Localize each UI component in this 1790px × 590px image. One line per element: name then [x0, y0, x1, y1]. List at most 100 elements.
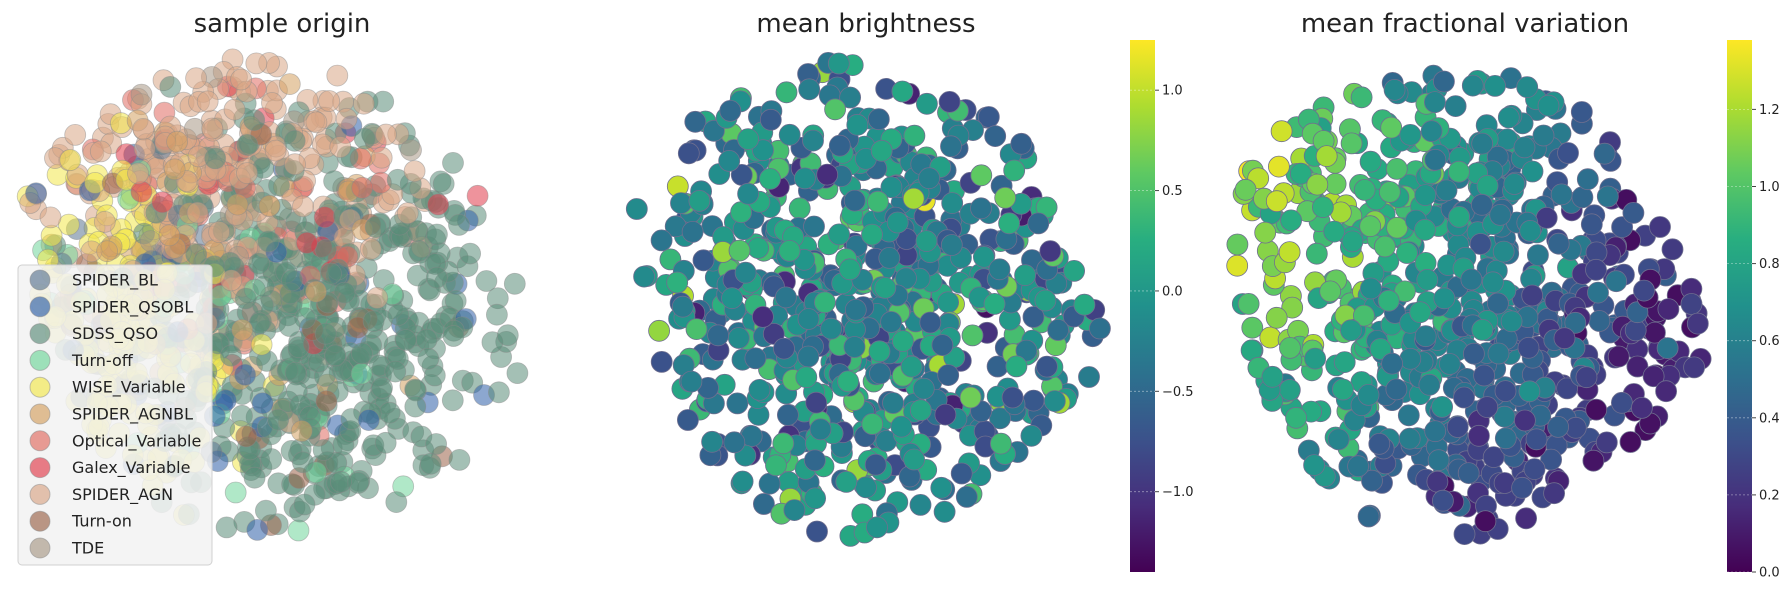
data-point	[983, 292, 1006, 315]
data-point-spider-agn	[318, 90, 341, 112]
data-point-turn-off	[350, 362, 373, 385]
data-point	[1553, 327, 1576, 350]
data-point	[915, 230, 938, 253]
data-point	[1386, 216, 1408, 239]
data-point	[728, 239, 751, 262]
mean-fractional-variation-colorbar: 0.0 0.2 0.4 0.6 0.8 1.0 1.2	[1727, 40, 1780, 581]
data-point	[1278, 241, 1301, 264]
data-point	[1468, 424, 1490, 447]
data-point-sdss-qso	[247, 252, 270, 275]
data-point-spider-agn	[186, 201, 209, 224]
data-point-spider-qsobl	[214, 389, 237, 412]
data-point-sdss-qso	[159, 76, 182, 98]
data-point	[1585, 398, 1608, 421]
data-point	[1279, 336, 1301, 359]
data-point	[1261, 365, 1284, 388]
data-point-spider-agn	[236, 162, 258, 185]
legend-marker	[29, 323, 51, 345]
data-point	[1683, 356, 1705, 379]
data-point-sdss-qso	[448, 213, 470, 236]
data-point	[869, 362, 891, 385]
data-point	[1414, 218, 1436, 241]
data-point	[731, 470, 754, 493]
data-point	[890, 415, 913, 438]
data-point	[633, 265, 655, 288]
data-point	[837, 370, 859, 393]
data-point-spider-qsobl	[251, 392, 274, 415]
data-point	[1513, 136, 1536, 159]
data-point-sdss-qso	[278, 315, 301, 337]
data-point-spider-agnbl	[278, 73, 301, 95]
data-point	[734, 261, 757, 284]
data-point	[937, 364, 960, 387]
legend-marker	[29, 457, 51, 479]
data-point	[861, 223, 883, 246]
data-point-spider-agn	[132, 117, 155, 140]
data-point	[1570, 101, 1593, 123]
legend-entry-label: Turn-off	[71, 351, 134, 370]
data-point	[759, 167, 781, 190]
data-point	[1020, 424, 1043, 447]
data-point	[1424, 91, 1446, 113]
data-point	[1527, 244, 1549, 267]
data-point	[783, 499, 806, 522]
data-point-spider-agn	[208, 221, 231, 243]
data-point	[1089, 317, 1111, 340]
data-point-spider-agnbl	[231, 318, 254, 341]
data-point	[1063, 259, 1085, 282]
legend-entry-label: Turn-on	[71, 512, 132, 531]
data-point	[828, 223, 850, 246]
data-point	[1446, 416, 1469, 438]
data-point-sdss-qso	[475, 270, 498, 292]
data-point	[1471, 318, 1494, 341]
data-point-sdss-qso	[459, 242, 482, 265]
data-point	[903, 448, 925, 471]
data-point	[931, 334, 954, 357]
data-point-optical-variable	[351, 176, 374, 199]
data-point	[1471, 132, 1494, 155]
data-point-sdss-qso	[394, 329, 417, 351]
data-point	[804, 449, 826, 472]
data-point	[1380, 116, 1403, 139]
data-point-sdss-qso	[281, 269, 303, 292]
data-point	[874, 276, 897, 299]
data-point	[1357, 383, 1380, 406]
data-point	[625, 198, 648, 220]
data-point	[1377, 289, 1400, 312]
data-point	[970, 164, 993, 187]
data-point	[765, 454, 787, 477]
data-point	[1398, 427, 1421, 450]
data-point	[1347, 455, 1369, 478]
data-point-wise-variable	[59, 149, 82, 171]
data-point	[909, 399, 932, 422]
data-point-sdss-qso	[185, 243, 208, 266]
data-point-spider-agn	[89, 140, 112, 163]
legend-marker	[29, 483, 51, 505]
legend-marker	[29, 430, 51, 452]
data-point	[778, 239, 801, 262]
data-point-sdss-qso	[287, 336, 310, 359]
data-point	[1655, 380, 1677, 403]
data-point	[1550, 183, 1573, 206]
legend-marker	[29, 403, 51, 425]
data-point-spider-agn	[292, 195, 314, 218]
data-point	[1027, 212, 1050, 235]
data-point	[1435, 179, 1458, 202]
data-point	[867, 108, 890, 131]
data-point	[891, 80, 914, 103]
data-point	[1341, 230, 1364, 253]
data-point	[1656, 337, 1679, 360]
data-point-sdss-qso	[215, 516, 238, 539]
data-point	[730, 201, 752, 224]
data-point	[1622, 201, 1645, 224]
colorbar-tick-label: −1.0	[1162, 485, 1194, 500]
data-point-spider-agn	[223, 98, 246, 121]
data-point	[844, 298, 867, 321]
data-point-sdss-qso	[243, 109, 266, 131]
data-point	[685, 318, 708, 341]
data-point-sdss-qso	[350, 342, 373, 365]
data-point	[937, 291, 959, 314]
data-point	[1385, 378, 1408, 401]
data-point-wise-variable	[40, 224, 63, 247]
data-point-galex-variable	[427, 193, 450, 216]
